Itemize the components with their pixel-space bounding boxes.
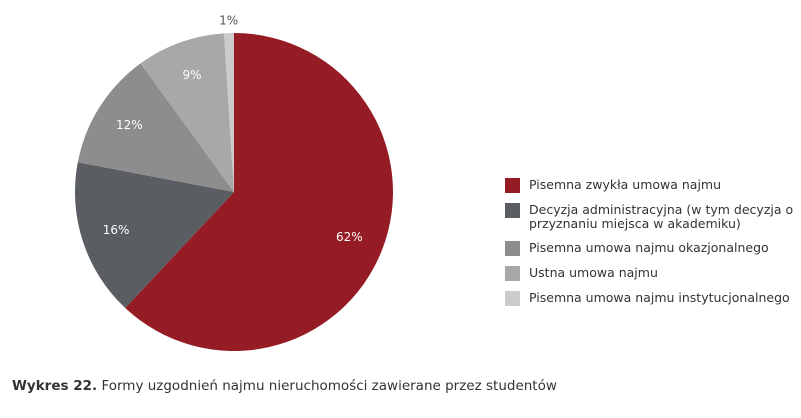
legend-label: Pisemna umowa najmu okazjonalnego	[529, 240, 769, 255]
legend-item: Decyzja administracyjna (w tym decyzja o…	[505, 203, 795, 231]
legend-item: Pisemna zwykła umowa najmu	[505, 178, 795, 193]
legend-swatch	[505, 291, 520, 306]
legend-label: Ustna umowa najmu	[529, 265, 658, 280]
legend-label: Pisemna zwykła umowa najmu	[529, 177, 722, 192]
pie-slice	[224, 33, 234, 192]
pie-slice	[140, 33, 234, 192]
pie-slice	[77, 63, 234, 192]
legend-swatch	[505, 203, 520, 218]
legend-swatch	[505, 266, 520, 281]
pie-slice	[125, 33, 393, 351]
legend-item: Pisemna umowa najmu instytucjonalnego	[505, 291, 795, 306]
legend-item: Ustna umowa najmu	[505, 266, 795, 281]
slice-label: 62%	[336, 230, 363, 244]
pie-chart: 62% 16% 12% 9% 1%	[75, 14, 393, 351]
slice-label: 16%	[103, 223, 130, 237]
slice-label: 12%	[116, 118, 143, 132]
legend-swatch	[505, 178, 520, 193]
slice-label: 1%	[219, 14, 238, 28]
legend-swatch	[505, 241, 520, 256]
legend-label: Pisemna umowa najmu instytucjonalnego	[529, 290, 790, 305]
pie-slice	[75, 162, 234, 308]
caption-label: Wykres 22.	[12, 378, 98, 394]
chart-title: Formy uzgodnień najmu nieruchomości zawi…	[101, 378, 557, 394]
slice-label: 9%	[182, 68, 201, 82]
legend-label: Decyzja administracyjna (w tym decyzja o…	[529, 202, 794, 231]
legend: Pisemna zwykła umowa najmu Decyzja admini…	[505, 178, 795, 316]
legend-item: Pisemna umowa najmu okazjonalnego	[505, 241, 795, 256]
caption: Wykres 22. Formy uzgodnień najmu nieruch…	[12, 378, 557, 394]
